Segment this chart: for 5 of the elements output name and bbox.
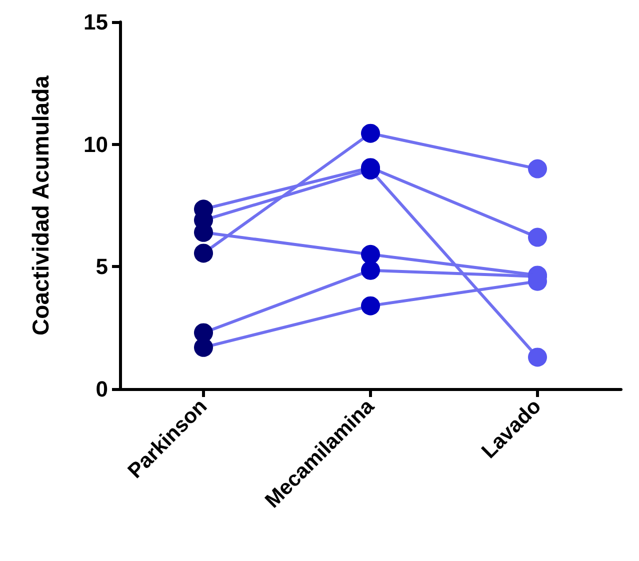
y-tick-label: 5 [96, 254, 108, 280]
y-tick-label: 10 [84, 132, 108, 157]
y-axis-title: Coactividad Acumulada [28, 75, 54, 336]
y-tick-label: 15 [84, 10, 108, 34]
y-tick-label: 0 [96, 376, 108, 402]
